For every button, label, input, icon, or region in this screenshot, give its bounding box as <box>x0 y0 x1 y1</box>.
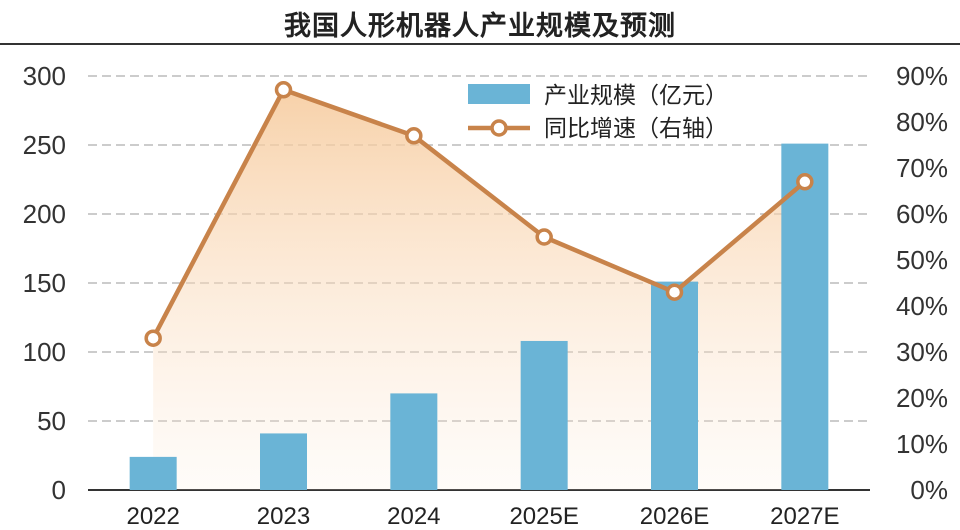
y-right-tick-label: 10% <box>896 429 948 459</box>
growth-point-2022 <box>144 329 162 347</box>
bar-2023 <box>260 433 307 490</box>
x-tick-label: 2022 <box>126 503 179 530</box>
y-right-tick-label: 80% <box>896 107 948 137</box>
bar-2024 <box>390 393 438 490</box>
x-tick-label: 2026E <box>640 503 709 530</box>
growth-point-2026E <box>665 283 684 301</box>
y-right-tick-label: 30% <box>896 337 948 367</box>
y-right-tick-label: 70% <box>896 153 948 183</box>
bar-2026E <box>651 281 698 490</box>
y-right-tick-label: 60% <box>896 199 948 229</box>
y-right-tick-label: 40% <box>896 291 948 321</box>
x-tick-label: 2027E <box>770 503 839 530</box>
y-left-tick-label: 50 <box>37 406 66 436</box>
legend-swatch-marker <box>490 119 508 137</box>
x-tick-label: 2024 <box>387 503 440 530</box>
title-divider <box>0 43 960 45</box>
bar-2025E <box>520 340 568 490</box>
y-left-tick-label: 250 <box>23 130 66 160</box>
bar-2022 <box>129 456 177 490</box>
y-right-tick-label: 0% <box>910 475 948 505</box>
growth-area-fill <box>153 89 805 491</box>
bar-2027E <box>781 143 829 490</box>
growth-point-2027E <box>796 173 814 191</box>
y-right-tick-label: 20% <box>896 383 948 413</box>
y-right-tick-label: 90% <box>896 61 948 91</box>
chart-title: 我国人形机器人产业规模及预测 <box>284 11 676 42</box>
growth-line <box>151 87 807 340</box>
legend-label-bar: 产业规模（亿元） <box>544 83 728 109</box>
y-left-tick-label: 150 <box>23 268 66 298</box>
x-tick-label: 2025E <box>509 503 578 530</box>
y-left-tick-label: 0 <box>52 475 66 505</box>
y-left-tick-label: 200 <box>23 199 66 229</box>
legend-label-line: 同比增速（右轴） <box>544 116 728 142</box>
x-tick-label: 2023 <box>257 503 310 530</box>
y-left-tick-label: 100 <box>23 337 66 367</box>
y-left-tick-label: 300 <box>23 61 66 91</box>
y-right-tick-label: 50% <box>896 245 948 275</box>
growth-point-2024 <box>405 127 423 145</box>
growth-point-2025E <box>535 228 553 246</box>
legend-swatch-bar <box>468 84 530 104</box>
growth-point-2023 <box>274 81 293 99</box>
